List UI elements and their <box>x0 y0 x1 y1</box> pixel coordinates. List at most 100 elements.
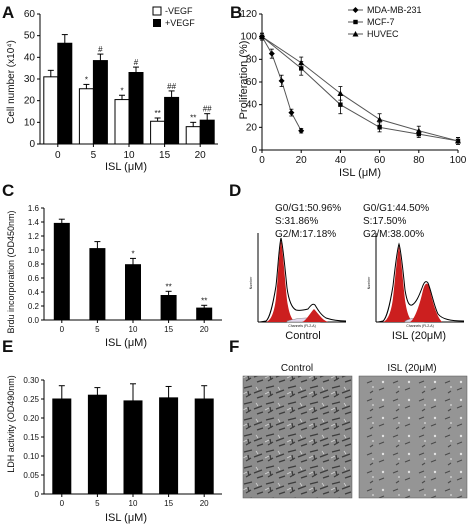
panel-c-y-tick-label: 0.2 <box>28 302 40 311</box>
panel-c-y-tick-label: 0.8 <box>28 260 40 269</box>
panel-a-y-tick-label: 50 <box>24 31 36 42</box>
panel-e-plot: 0 0.05 0.10 0.15 0.20 0.25 0.30 0 5 10 15 20 <box>23 376 222 508</box>
control-histogram-outline <box>259 237 347 323</box>
panel-a-significance-mark: # <box>98 45 103 54</box>
series-point-huvec <box>376 116 383 122</box>
series-point-mda-mb-231 <box>278 77 285 84</box>
legend-label-mcf-7: MCF-7 <box>367 17 395 27</box>
panel-a-bar <box>43 76 59 145</box>
panel-c-y-tick-label: 1.4 <box>28 218 40 227</box>
panel-a-y-tick-label: 60 <box>24 9 36 20</box>
panel-b-x-tick-label: 0 <box>259 155 265 166</box>
panel-c-significance-mark: ** <box>201 296 207 305</box>
panel-a-x-tick-label: 10 <box>123 150 135 161</box>
panel-c-y-tick-label: 1.2 <box>28 232 40 241</box>
panel-label-a: A <box>2 3 14 22</box>
panel-b-y-tick-label: 0 <box>251 145 257 156</box>
panel-a-y-tick-label: 0 <box>29 139 35 150</box>
panel-a-y-tick-label: 30 <box>24 74 36 85</box>
panel-a-bar <box>114 99 130 145</box>
panel-e-x-tick-label: 15 <box>164 499 173 508</box>
panel-a-y-tick-label: 20 <box>24 96 36 107</box>
panel-e-chart: LDH activity (OD490nm) 0 0.05 0.10 0.15 0.20… <box>6 375 222 524</box>
panel-e-ylabel: LDH activity (OD490nm) <box>6 375 16 473</box>
panel-a-xlabel: ISL (μM) <box>105 161 147 173</box>
legend-label-mda-mb-231: MDA-MB-231 <box>367 5 422 15</box>
panel-c-x-tick-label: 15 <box>164 325 173 334</box>
series-point-mda-mb-231 <box>288 109 295 116</box>
series-point-mda-mb-231 <box>268 50 275 57</box>
control-g0g1-label: G0/G1:50.96% <box>275 203 341 214</box>
panel-c-y-tick-label: 0.4 <box>28 288 40 297</box>
panel-c-chart: Brdu incorporation (OD450nm) 0.0 0.2 0.4 0.… <box>6 204 222 349</box>
panel-b-ylabel: Proliferation (%) <box>238 41 250 120</box>
panel-c-y-tick-label: 0.0 <box>28 316 40 325</box>
panel-label-e: E <box>2 337 13 356</box>
panel-a-bar <box>199 119 215 145</box>
panel-b-y-tick-label: 80 <box>246 54 258 65</box>
panel-b-x-tick-label: 60 <box>374 155 386 166</box>
panel-a-significance-mark: ## <box>167 82 176 91</box>
panel-c-bar <box>53 222 70 321</box>
series-point-huvec <box>455 137 461 144</box>
isl-x-axis-caption: Channels (FL2-A) <box>406 324 434 328</box>
panel-c-x-tick-label: 0 <box>60 325 65 334</box>
isl-g2m-label: G2/M:38.00% <box>363 229 424 240</box>
panel-b-y-tick-label: 20 <box>246 122 258 133</box>
panel-b-x-tick-label: 80 <box>413 155 425 166</box>
panel-c-significance-mark: * <box>131 249 134 258</box>
panel-b-chart: Proliferation (%) 0 20 40 60 80 100 120 0 20 40 60… <box>238 5 467 179</box>
panel-f-micrographs: Control ISL (20μM) <box>242 363 468 499</box>
legend-label-plus-vegf: +VEGF <box>165 18 195 28</box>
panel-a-significance-mark: ** <box>154 109 160 118</box>
panel-a-bar <box>185 126 201 145</box>
isl-histogram-outline <box>377 242 465 323</box>
panel-b-y-tick-label: 100 <box>240 32 257 43</box>
panel-e-y-tick-label: 0.05 <box>23 471 39 480</box>
panel-a-bar <box>78 88 94 145</box>
series-point-mda-mb-231 <box>298 127 305 134</box>
legend-label-minus-vegf: -VEGF <box>165 6 193 16</box>
series-point-huvec <box>337 90 344 96</box>
micrograph-isl-image <box>358 375 468 499</box>
panel-a-x-tick-label: 20 <box>195 150 207 161</box>
panel-a-significance-mark: ** <box>190 113 196 122</box>
series-line-huvec <box>261 36 459 142</box>
control-g0g1-peak <box>266 240 296 322</box>
panel-e-y-tick-label: 0.10 <box>23 452 39 461</box>
panel-c-ylabel: Brdu incorporation (OD450nm) <box>6 210 16 333</box>
panel-a-x-tick-label: 0 <box>55 150 61 161</box>
micrograph-control-image <box>242 375 353 499</box>
panel-b-y-tick-label: 60 <box>246 77 258 88</box>
panel-c-y-tick-label: 0.6 <box>28 274 40 283</box>
control-g2m-peak <box>302 309 328 322</box>
legend-marker-mda-mb-231 <box>352 7 359 13</box>
panel-c-bar <box>125 264 141 321</box>
series-point-mcf-7 <box>377 125 382 130</box>
panel-label-c: C <box>2 181 14 200</box>
panel-b-x-tick-label: 20 <box>296 155 308 166</box>
panel-e-bar <box>159 397 179 495</box>
panel-c-bar <box>89 248 106 321</box>
series-point-huvec <box>259 33 265 40</box>
panel-b-y-tick-label: 40 <box>246 100 258 111</box>
panel-c-bar <box>160 295 177 321</box>
panel-a-x-tick-label: 5 <box>91 150 97 161</box>
panel-c-xlabel: ISL (μM) <box>105 337 147 349</box>
panel-a-significance-mark: ## <box>203 105 212 114</box>
panel-e-y-tick-label: 0.20 <box>23 414 39 423</box>
isl-condition-label: ISL (20μM) <box>392 330 446 342</box>
panel-b-x-tick-label: 100 <box>450 155 467 166</box>
panel-a-significance-mark: # <box>134 58 139 67</box>
panel-e-y-tick-label: 0.25 <box>23 395 39 404</box>
panel-a-bar <box>164 96 180 145</box>
isl-g0g1-label: G0/G1:44.50% <box>363 203 429 214</box>
panel-a-plot: 0 10 20 30 40 50 60 0 * #5 * #10 ** ## 15 ** ## 20 <box>24 9 218 161</box>
panel-e-x-tick-label: 10 <box>129 499 138 508</box>
panel-e-x-tick-label: 20 <box>200 499 209 508</box>
panel-e-y-tick-label: 0.30 <box>23 376 39 385</box>
panel-b-plot: 0 20 40 60 80 100 120 0 20 40 60 80 100 <box>240 9 466 166</box>
panel-b-x-tick-label: 40 <box>335 155 347 166</box>
panel-label-f: F <box>229 337 239 356</box>
